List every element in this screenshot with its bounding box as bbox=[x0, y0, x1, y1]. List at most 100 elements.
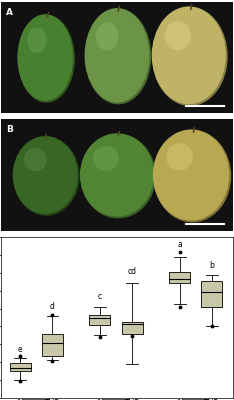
FancyBboxPatch shape bbox=[42, 334, 63, 356]
Ellipse shape bbox=[23, 22, 69, 94]
Ellipse shape bbox=[113, 49, 121, 62]
Ellipse shape bbox=[94, 149, 141, 202]
Ellipse shape bbox=[90, 15, 146, 97]
Ellipse shape bbox=[95, 23, 140, 89]
Ellipse shape bbox=[176, 38, 203, 74]
Ellipse shape bbox=[87, 141, 149, 211]
Ellipse shape bbox=[27, 29, 65, 87]
Ellipse shape bbox=[153, 130, 229, 220]
Ellipse shape bbox=[41, 50, 50, 65]
Ellipse shape bbox=[164, 142, 220, 209]
Ellipse shape bbox=[179, 160, 204, 190]
Ellipse shape bbox=[98, 153, 137, 198]
Ellipse shape bbox=[100, 156, 135, 195]
Ellipse shape bbox=[178, 41, 200, 70]
Ellipse shape bbox=[116, 54, 118, 57]
Ellipse shape bbox=[108, 42, 127, 70]
Ellipse shape bbox=[23, 148, 69, 203]
Ellipse shape bbox=[19, 17, 73, 100]
Ellipse shape bbox=[29, 155, 63, 196]
Ellipse shape bbox=[105, 37, 130, 75]
Ellipse shape bbox=[159, 136, 225, 216]
Ellipse shape bbox=[164, 22, 216, 90]
Ellipse shape bbox=[105, 162, 130, 189]
Ellipse shape bbox=[21, 146, 71, 206]
Ellipse shape bbox=[186, 52, 191, 59]
Ellipse shape bbox=[32, 159, 60, 192]
Ellipse shape bbox=[115, 52, 119, 58]
Ellipse shape bbox=[178, 159, 206, 192]
Ellipse shape bbox=[180, 44, 198, 67]
Ellipse shape bbox=[25, 25, 67, 92]
Ellipse shape bbox=[91, 145, 145, 206]
Ellipse shape bbox=[160, 17, 219, 95]
Ellipse shape bbox=[110, 44, 125, 66]
Ellipse shape bbox=[159, 16, 221, 97]
Ellipse shape bbox=[27, 154, 64, 198]
Text: e: e bbox=[18, 345, 22, 354]
Ellipse shape bbox=[24, 24, 68, 93]
Ellipse shape bbox=[184, 49, 194, 62]
Ellipse shape bbox=[86, 140, 150, 212]
Ellipse shape bbox=[166, 25, 213, 87]
Ellipse shape bbox=[154, 130, 230, 222]
Ellipse shape bbox=[111, 46, 124, 65]
Ellipse shape bbox=[39, 168, 52, 183]
Ellipse shape bbox=[166, 145, 217, 206]
Ellipse shape bbox=[86, 9, 151, 104]
Ellipse shape bbox=[111, 168, 123, 182]
Text: cd: cd bbox=[128, 267, 137, 276]
Ellipse shape bbox=[32, 36, 60, 80]
Ellipse shape bbox=[20, 145, 72, 207]
Ellipse shape bbox=[185, 168, 198, 183]
Ellipse shape bbox=[81, 134, 155, 218]
Ellipse shape bbox=[102, 34, 133, 78]
Ellipse shape bbox=[165, 24, 214, 89]
Ellipse shape bbox=[162, 20, 217, 92]
Ellipse shape bbox=[24, 148, 47, 171]
Ellipse shape bbox=[44, 55, 47, 60]
Ellipse shape bbox=[176, 157, 207, 194]
Ellipse shape bbox=[80, 133, 154, 217]
Ellipse shape bbox=[44, 174, 46, 176]
Ellipse shape bbox=[188, 54, 190, 57]
Ellipse shape bbox=[33, 38, 59, 78]
Ellipse shape bbox=[18, 15, 74, 102]
Ellipse shape bbox=[38, 46, 53, 69]
Ellipse shape bbox=[30, 34, 62, 83]
Ellipse shape bbox=[106, 40, 128, 72]
Ellipse shape bbox=[41, 170, 50, 180]
Ellipse shape bbox=[115, 172, 120, 178]
Ellipse shape bbox=[17, 14, 73, 101]
Ellipse shape bbox=[99, 155, 136, 196]
Ellipse shape bbox=[31, 35, 61, 81]
Ellipse shape bbox=[110, 167, 125, 184]
Ellipse shape bbox=[161, 19, 218, 94]
Ellipse shape bbox=[155, 132, 229, 220]
Ellipse shape bbox=[39, 48, 52, 68]
Ellipse shape bbox=[170, 30, 209, 82]
Ellipse shape bbox=[89, 14, 147, 99]
Ellipse shape bbox=[40, 169, 51, 182]
Ellipse shape bbox=[31, 157, 61, 194]
Ellipse shape bbox=[40, 49, 51, 66]
Ellipse shape bbox=[26, 28, 66, 89]
Ellipse shape bbox=[183, 47, 195, 64]
Ellipse shape bbox=[22, 147, 70, 204]
Ellipse shape bbox=[38, 166, 53, 184]
Ellipse shape bbox=[95, 151, 140, 201]
Ellipse shape bbox=[173, 153, 211, 198]
Text: d: d bbox=[50, 302, 55, 311]
Ellipse shape bbox=[180, 162, 203, 189]
Ellipse shape bbox=[33, 160, 59, 191]
Ellipse shape bbox=[29, 156, 62, 195]
FancyBboxPatch shape bbox=[201, 281, 222, 307]
Ellipse shape bbox=[87, 11, 150, 102]
Ellipse shape bbox=[13, 136, 78, 214]
Ellipse shape bbox=[88, 12, 148, 100]
Ellipse shape bbox=[35, 42, 56, 74]
FancyBboxPatch shape bbox=[10, 363, 31, 371]
Ellipse shape bbox=[163, 141, 221, 211]
Ellipse shape bbox=[189, 172, 194, 178]
Ellipse shape bbox=[171, 151, 212, 200]
